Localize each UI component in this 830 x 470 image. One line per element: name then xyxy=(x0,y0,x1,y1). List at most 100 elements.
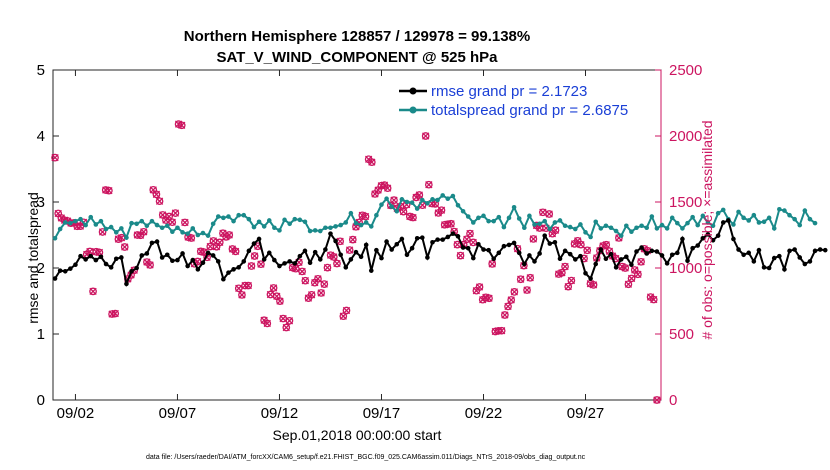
totalspread-point xyxy=(103,226,109,232)
rmse-point xyxy=(552,239,558,245)
obs-assimilated-marker xyxy=(225,231,233,239)
rmse-point xyxy=(608,251,614,257)
totalspread-point xyxy=(445,196,451,201)
rmse-point xyxy=(124,281,129,287)
obs-assimilated-marker xyxy=(418,201,427,209)
obs-assimilated-marker xyxy=(323,263,332,272)
totalspread-point xyxy=(491,218,496,224)
obs-assimilated-marker xyxy=(469,238,477,247)
obs-possible-point xyxy=(320,280,329,288)
rmse-point xyxy=(317,257,323,262)
rmse-point xyxy=(93,257,99,263)
totalspread-point xyxy=(113,230,119,235)
obs-possible-marker xyxy=(561,262,569,271)
obs-possible-marker xyxy=(621,264,630,272)
obs-assimilated-marker xyxy=(504,302,512,311)
obs-possible-marker xyxy=(637,257,645,266)
totalspread-point xyxy=(389,204,394,209)
obs-assimilated-marker xyxy=(583,246,591,254)
totalspread-point xyxy=(598,226,604,231)
obs-assimilated-marker xyxy=(545,210,553,218)
y-right-tick-label: 1500 xyxy=(669,194,702,211)
rmse-point xyxy=(409,245,415,251)
plot-frame xyxy=(52,69,662,401)
rmse-point xyxy=(277,263,282,269)
rmse-point xyxy=(465,245,471,251)
obs-possible-point xyxy=(649,295,658,304)
obs-possible-marker xyxy=(649,295,658,304)
rmse-point xyxy=(690,245,695,251)
rmse-point xyxy=(404,252,410,258)
totalspread-point xyxy=(588,234,593,240)
rmse-point xyxy=(736,247,741,252)
totalspread-point xyxy=(348,210,354,216)
obs-possible-point xyxy=(466,229,474,238)
totalspread-point xyxy=(578,222,583,227)
totalspread-point xyxy=(185,231,190,236)
totalspread-point xyxy=(246,216,252,222)
obs-assimilated-marker xyxy=(475,283,484,291)
rmse-point xyxy=(57,268,63,273)
obs-possible-point xyxy=(317,289,325,297)
obs-assimilated-marker xyxy=(152,190,161,199)
rmse-point xyxy=(425,255,430,260)
obs-possible-point xyxy=(621,264,630,272)
obs-possible-marker xyxy=(485,294,493,303)
rmse-point xyxy=(567,251,573,257)
rmse-point xyxy=(52,276,58,281)
obs-possible-point xyxy=(345,246,354,254)
rmse-point xyxy=(802,261,808,267)
obs-assimilated-marker xyxy=(95,248,104,257)
obs-possible-point xyxy=(348,235,357,244)
totalspread-point xyxy=(195,232,201,238)
obs-possible-marker xyxy=(177,121,186,130)
totalspread-point xyxy=(134,221,139,227)
obs-assimilated-marker xyxy=(121,243,129,251)
rmse-point xyxy=(542,233,548,238)
obs-possible-marker xyxy=(348,235,357,244)
obs-possible-marker xyxy=(577,240,585,249)
totalspread-point xyxy=(761,219,767,225)
totalspread-point xyxy=(731,222,736,227)
obs-assimilated-marker xyxy=(333,259,341,268)
totalspread-point xyxy=(83,222,88,228)
chart-title-line2: SAT_V_WIND_COMPONENT @ 525 hPa xyxy=(216,49,498,66)
totalspread-point xyxy=(302,219,308,225)
rmse-point xyxy=(297,253,303,259)
y-left-tick-label: 4 xyxy=(37,128,45,145)
rmse-point xyxy=(812,248,818,254)
legend-label-totalspread: totalspread grand pr = 2.6875 xyxy=(431,102,628,119)
obs-assimilated-marker xyxy=(650,295,658,304)
rmse-point xyxy=(384,239,389,244)
obs-possible-point xyxy=(501,311,509,319)
rmse-point xyxy=(644,251,650,256)
obs-possible-point xyxy=(456,251,465,260)
obs-possible-point xyxy=(215,238,224,247)
obs-assimilated-marker xyxy=(298,267,306,276)
totalspread-point xyxy=(634,225,639,231)
chart-title-line1: Northern Hemisphere 128857 / 129978 = 99… xyxy=(184,28,530,45)
rmse-point xyxy=(108,265,114,270)
obs-possible-point xyxy=(247,262,256,270)
rmse-point xyxy=(792,247,797,252)
rmse-point xyxy=(256,236,262,242)
rmse-point xyxy=(144,251,150,256)
totalspread-point xyxy=(108,224,114,230)
rmse-point xyxy=(261,257,267,262)
totalspread-point xyxy=(170,229,175,234)
totalspread-point xyxy=(272,225,277,231)
obs-assimilated-marker xyxy=(621,264,629,272)
rmse-point xyxy=(358,254,364,260)
rmse-point xyxy=(333,238,338,244)
y-right-tick-label: 0 xyxy=(669,392,677,409)
obs-possible-point xyxy=(421,132,430,140)
totalspread-point xyxy=(231,218,236,224)
totalspread-point xyxy=(200,230,206,236)
obs-possible-marker xyxy=(301,276,310,285)
totalspread-point xyxy=(511,204,517,210)
rmse-point xyxy=(771,255,777,261)
totalspread-point xyxy=(532,222,537,227)
totalspread-point xyxy=(124,235,129,240)
obs-possible-marker xyxy=(276,297,284,305)
